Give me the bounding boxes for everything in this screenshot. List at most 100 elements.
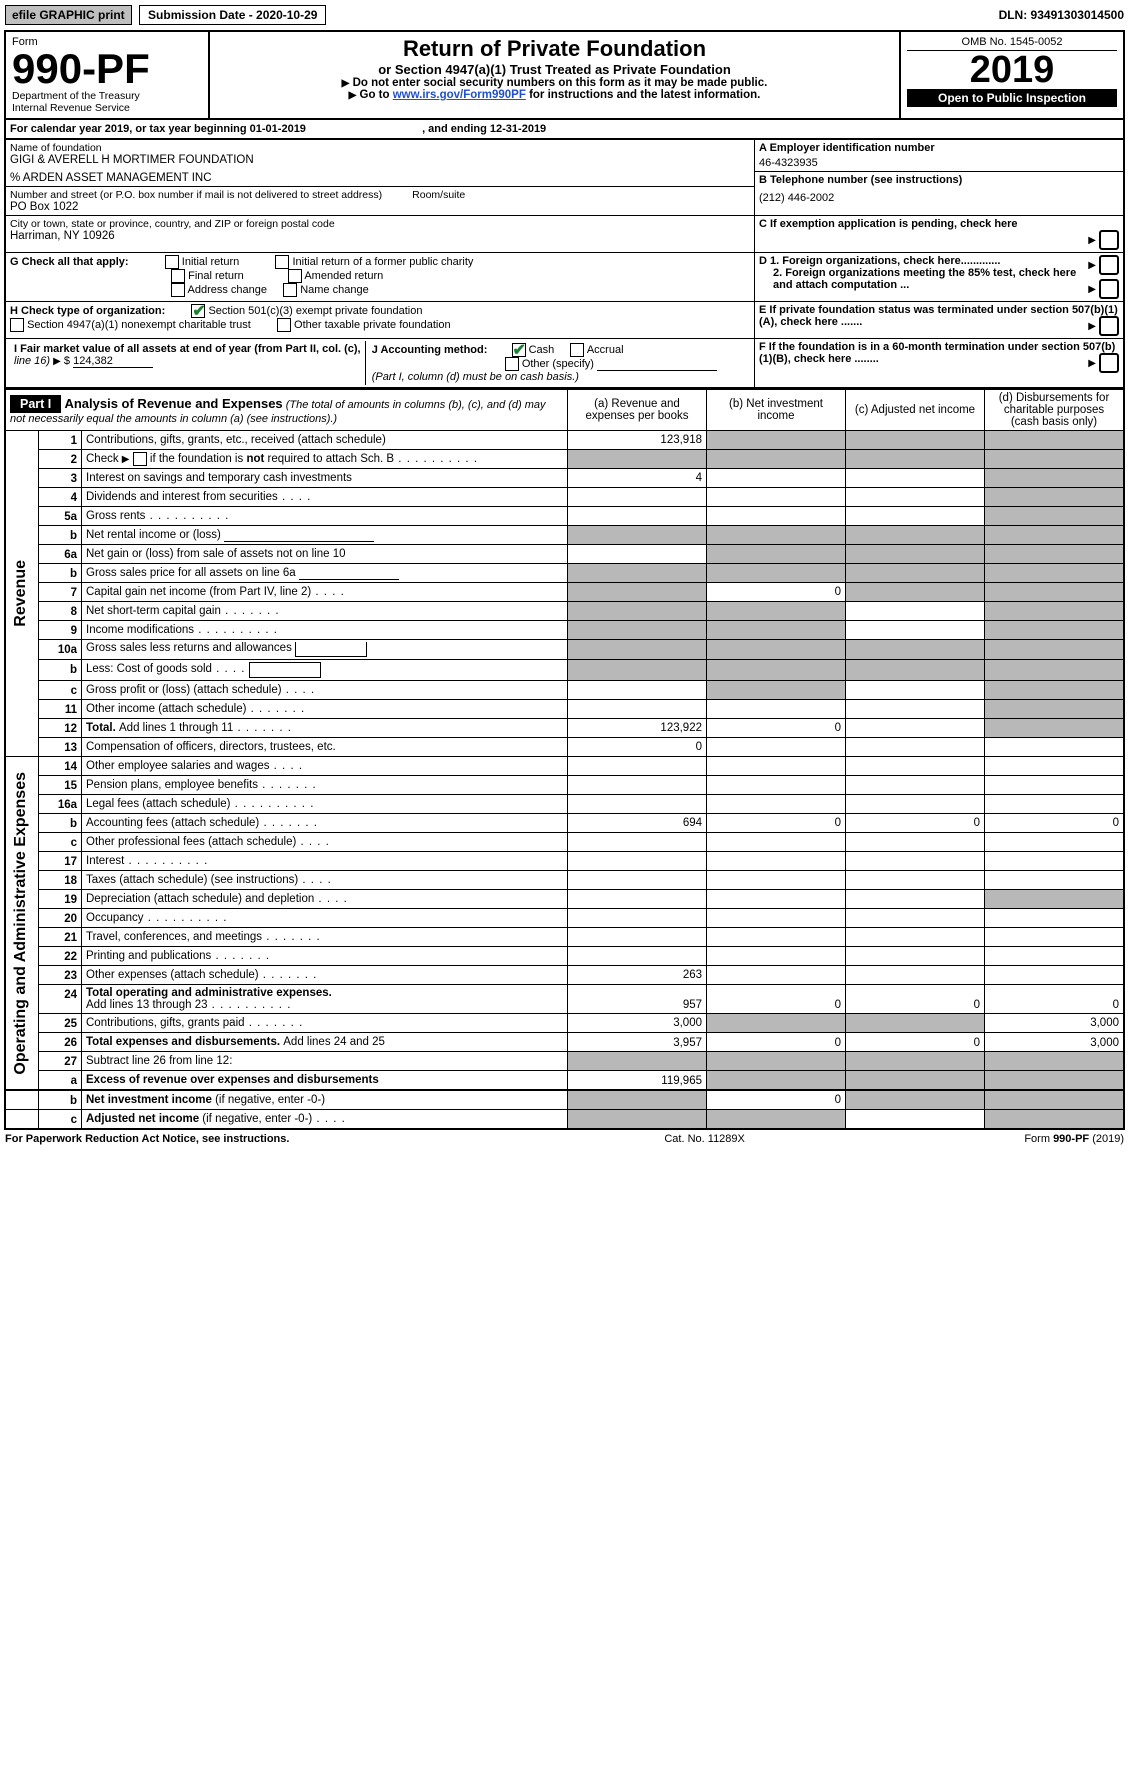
g-address-checkbox[interactable] xyxy=(171,283,185,297)
e-label: E If private foundation status was termi… xyxy=(759,304,1118,328)
row-text: Excess of revenue over expenses and disb… xyxy=(82,1071,568,1091)
c-checkbox[interactable] xyxy=(1099,230,1119,250)
table-row: a Excess of revenue over expenses and di… xyxy=(5,1071,1124,1091)
table-row: 23 Other expenses (attach schedule) 263 xyxy=(5,966,1124,985)
row-b: 0 xyxy=(707,814,846,833)
row-a: 119,965 xyxy=(568,1071,707,1091)
arrow-icon xyxy=(1088,259,1096,271)
schedule-b-checkbox[interactable] xyxy=(133,452,147,466)
row-num: 9 xyxy=(39,621,82,640)
row-a: 957 xyxy=(568,985,707,1014)
g-initial-former-checkbox[interactable] xyxy=(275,255,289,269)
g-initial-checkbox[interactable] xyxy=(165,255,179,269)
calyear-mid: , and ending xyxy=(422,123,490,135)
row-d: 3,000 xyxy=(985,1014,1125,1033)
c-label: C If exemption application is pending, c… xyxy=(759,218,1018,230)
g-amended-checkbox[interactable] xyxy=(288,269,302,283)
i-line: line 16) xyxy=(14,355,50,367)
calyear-pre: For calendar year 2019, or tax year begi… xyxy=(10,123,250,135)
table-row: 6a Net gain or (loss) from sale of asset… xyxy=(5,545,1124,564)
g-name-checkbox[interactable] xyxy=(283,283,297,297)
row-text: Net investment income (if negative, ente… xyxy=(82,1090,568,1110)
row-text: Other expenses (attach schedule) xyxy=(82,966,568,985)
row-text: Gross sales less returns and allowances xyxy=(82,640,568,660)
g-amended: Amended return xyxy=(304,270,383,282)
row-num: 5a xyxy=(39,507,82,526)
row-num: b xyxy=(39,564,82,583)
i-label-pre: I Fair market value of all assets at end… xyxy=(14,343,361,355)
submission-date: Submission Date - 2020-10-29 xyxy=(139,5,326,25)
d1-checkbox[interactable] xyxy=(1099,255,1119,275)
row-num: 1 xyxy=(39,431,82,450)
row-a: 4 xyxy=(568,469,707,488)
d1-label: D 1. Foreign organizations, check here..… xyxy=(759,255,1000,267)
row-num: 4 xyxy=(39,488,82,507)
row-text: Net rental income or (loss) xyxy=(82,526,568,545)
f-checkbox[interactable] xyxy=(1099,353,1119,373)
row-text: Legal fees (attach schedule) xyxy=(82,795,568,814)
row-text: Gross sales price for all assets on line… xyxy=(82,564,568,583)
table-row: 20 Occupancy xyxy=(5,909,1124,928)
row-text: Printing and publications xyxy=(82,947,568,966)
table-row: 15 Pension plans, employee benefits xyxy=(5,776,1124,795)
row-num: 15 xyxy=(39,776,82,795)
row-text: Compensation of officers, directors, tru… xyxy=(82,738,568,757)
h3-checkbox[interactable] xyxy=(277,318,291,332)
row-text: Contributions, gifts, grants, etc., rece… xyxy=(82,431,568,450)
city-value: Harriman, NY 10926 xyxy=(10,230,750,242)
j-accrual: Accrual xyxy=(587,344,624,356)
row-c: 0 xyxy=(846,1033,985,1052)
row-num: 16a xyxy=(39,795,82,814)
row-num: 2 xyxy=(39,450,82,469)
form-title: Return of Private Foundation xyxy=(216,36,893,62)
addr-label: Number and street (or P.O. box number if… xyxy=(10,189,382,201)
table-row: 13 Compensation of officers, directors, … xyxy=(5,738,1124,757)
f-label: F If the foundation is in a 60-month ter… xyxy=(759,341,1115,365)
instr-2-post: for instructions and the latest informat… xyxy=(526,89,761,101)
h1-checkbox[interactable]: ✔ xyxy=(191,304,205,318)
row-num: b xyxy=(39,1090,82,1110)
row-text: Pension plans, employee benefits xyxy=(82,776,568,795)
instr-1: Do not enter social security numbers on … xyxy=(353,77,768,89)
efile-button[interactable]: efile GRAPHIC print xyxy=(5,5,132,25)
e-checkbox[interactable] xyxy=(1099,316,1119,336)
table-row: 10a Gross sales less returns and allowan… xyxy=(5,640,1124,660)
row-b: 0 xyxy=(707,1090,846,1110)
j-note: (Part I, column (d) must be on cash basi… xyxy=(372,371,579,383)
row-text: Other professional fees (attach schedule… xyxy=(82,833,568,852)
row-b: 0 xyxy=(707,719,846,738)
table-row: 7 Capital gain net income (from Part IV,… xyxy=(5,583,1124,602)
h-label: H Check type of organization: xyxy=(10,305,165,317)
row-num: 21 xyxy=(39,928,82,947)
care-of: % ARDEN ASSET MANAGEMENT INC xyxy=(10,172,750,184)
j-other-checkbox[interactable] xyxy=(505,357,519,371)
arrow-icon xyxy=(53,355,61,367)
g-final-checkbox[interactable] xyxy=(171,269,185,283)
g-name: Name change xyxy=(300,284,369,296)
form-header: Form 990-PF Department of the Treasury I… xyxy=(4,30,1125,118)
row-text: Gross rents xyxy=(82,507,568,526)
room-label: Room/suite xyxy=(412,189,465,201)
city-label: City or town, state or province, country… xyxy=(10,218,750,230)
table-row: 27 Subtract line 26 from line 12: xyxy=(5,1052,1124,1071)
arrow-icon xyxy=(122,453,130,465)
irs-link[interactable]: www.irs.gov/Form990PF xyxy=(393,89,526,101)
table-row: b Accounting fees (attach schedule) 694 … xyxy=(5,814,1124,833)
row-a: 263 xyxy=(568,966,707,985)
h2-checkbox[interactable] xyxy=(10,318,24,332)
row-num: 22 xyxy=(39,947,82,966)
dln: DLN: 93491303014500 xyxy=(999,8,1124,22)
arrow-icon xyxy=(1088,357,1096,369)
j-cash-checkbox[interactable]: ✔ xyxy=(512,343,526,357)
row-a: 0 xyxy=(568,738,707,757)
calendar-year-row: For calendar year 2019, or tax year begi… xyxy=(4,118,1125,138)
row-text: Travel, conferences, and meetings xyxy=(82,928,568,947)
row-a: 3,000 xyxy=(568,1014,707,1033)
row-text: Interest xyxy=(82,852,568,871)
row-num: 11 xyxy=(39,700,82,719)
footer-left: For Paperwork Reduction Act Notice, see … xyxy=(4,1132,565,1146)
j-accrual-checkbox[interactable] xyxy=(570,343,584,357)
dept-label: Department of the Treasury xyxy=(12,90,202,102)
row-num: c xyxy=(39,833,82,852)
d2-checkbox[interactable] xyxy=(1099,279,1119,299)
